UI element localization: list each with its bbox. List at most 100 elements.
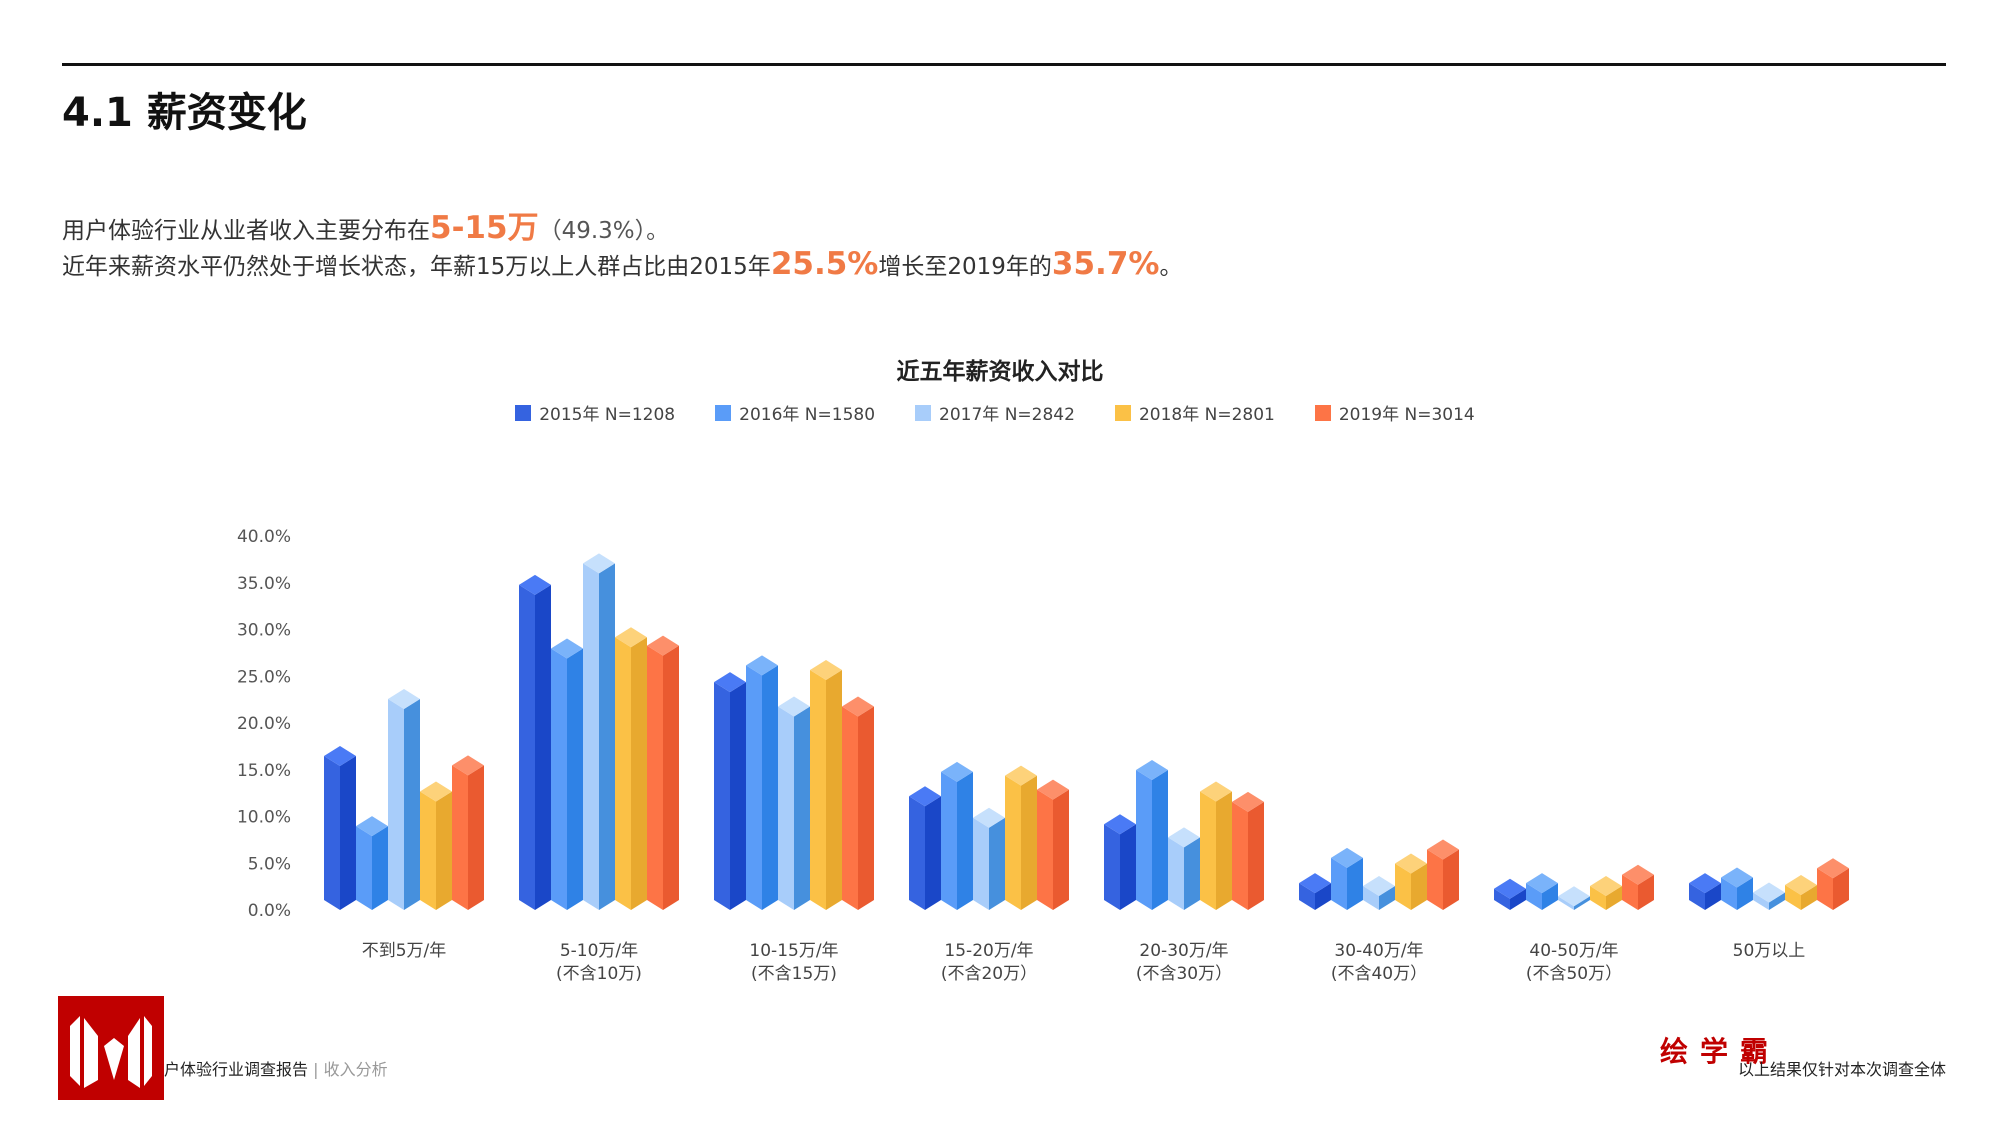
y-tick-label: 5.0%: [248, 854, 291, 874]
bar-face-right: [535, 584, 551, 910]
bar-top: [973, 807, 1005, 828]
bar-face-left: [1785, 885, 1801, 910]
bar-top: [1168, 827, 1200, 848]
bar-face-left: [1331, 857, 1347, 910]
bar-face-right: [925, 796, 941, 910]
bar-face-left: [551, 648, 567, 910]
legend-swatch: [515, 404, 532, 421]
bar-top: [1785, 875, 1817, 896]
bar-face-left: [1200, 791, 1216, 910]
bar-face-right: [372, 826, 388, 910]
bar-face-left: [1168, 837, 1184, 910]
bar-top: [1299, 873, 1331, 894]
bar-face-right: [989, 817, 1005, 910]
bar-face-right: [1152, 770, 1168, 910]
bar-face-right: [957, 771, 973, 910]
legend-item: 2019年 N=3014: [1314, 400, 1475, 425]
bar-face-right: [436, 791, 452, 910]
bar-face-left: [714, 682, 730, 910]
bar-face-left: [1590, 885, 1606, 910]
bar-face-left: [1558, 896, 1574, 910]
bar-top: [388, 688, 420, 709]
bar-top: [452, 755, 484, 776]
summary-text: （49.3%）。: [538, 218, 670, 244]
legend-label: 2018年 N=2801: [1138, 405, 1275, 425]
logo-w-icon: [70, 1016, 152, 1088]
bar-face-right: [1120, 824, 1136, 910]
bar-face-left: [1299, 883, 1315, 910]
bar-top: [746, 655, 778, 676]
bar-face-right: [1638, 874, 1654, 910]
bar-face-left: [1622, 874, 1638, 910]
bar-face-left: [941, 771, 957, 910]
x-tick-label: 不到5万/年: [362, 941, 447, 961]
x-tick-label: 40-50万/年: [1529, 941, 1618, 961]
logo: [58, 996, 164, 1100]
bar-face-right: [631, 637, 647, 910]
bar-face-left: [1232, 801, 1248, 910]
summary-text: 用户体验行业从业者收入主要分布在: [62, 218, 430, 244]
x-tick-sublabel: (不含15万): [751, 964, 837, 984]
x-tick-label: 10-15万/年: [749, 941, 838, 961]
bar-face-right: [1443, 849, 1459, 910]
legend-label: 2017年 N=2842: [939, 405, 1075, 425]
bar-face-right: [1184, 837, 1200, 910]
bar-face-left: [1005, 775, 1021, 910]
bar-face-right: [1510, 888, 1526, 910]
chart-legend: 2015年 N=1208 2016年 N=1580 2017年 N=2842 2018…: [0, 400, 2000, 425]
bar-face-right: [599, 563, 615, 910]
bar-top: [1200, 781, 1232, 802]
bar-top: [551, 638, 583, 659]
bar-face-right: [1705, 883, 1721, 910]
summary-text: 近年来薪资水平仍然处于增长状态，年薪15万以上人群占比由2015年: [62, 254, 771, 280]
bar-face-right: [567, 648, 583, 910]
bar-top: [356, 816, 388, 837]
highlight-range: 5-15万: [430, 210, 539, 246]
y-tick-label: 30.0%: [237, 621, 291, 641]
bar-top: [1104, 814, 1136, 835]
x-tick-label: 30-40万/年: [1334, 941, 1423, 961]
bar-top: [615, 627, 647, 648]
bar-top: [1526, 873, 1558, 894]
brand-watermark: 绘学霸: [1660, 1035, 1781, 1068]
highlight-2019: 35.7%: [1051, 246, 1160, 282]
bar-face-left: [647, 645, 663, 910]
bar-face-left: [615, 637, 631, 910]
bar-face-left: [1721, 877, 1737, 910]
footer-report: 户体验行业调查报告 | 收入分析: [164, 1056, 388, 1080]
x-tick-label: 5-10万/年: [560, 941, 638, 961]
bar-top: [1331, 847, 1363, 868]
x-tick-label: 50万以上: [1733, 941, 1806, 961]
x-tick-sublabel: (不含30万）: [1136, 964, 1232, 984]
bar-face-left: [1104, 824, 1120, 910]
bar-top: [778, 696, 810, 717]
bar-face-left: [1427, 849, 1443, 910]
bar-face-left: [1753, 892, 1769, 910]
legend-item: 2018年 N=2801: [1114, 400, 1275, 425]
bar-top: [1005, 765, 1037, 786]
bar-top: [842, 696, 874, 717]
bar-face-left: [810, 669, 826, 910]
bar-face-right: [858, 706, 874, 910]
bar-top: [647, 635, 679, 656]
bar-face-right: [1737, 877, 1753, 910]
bar-face-right: [468, 765, 484, 910]
bar-face-right: [730, 682, 746, 910]
bar-face-left: [778, 706, 794, 910]
bar-top: [1363, 875, 1395, 896]
legend-swatch: [1114, 404, 1131, 421]
bar-face-left: [973, 817, 989, 910]
bar-face-right: [1053, 789, 1069, 910]
highlight-2015: 25.5%: [770, 246, 879, 282]
bar-top: [1232, 791, 1264, 812]
footer-note: 以上结果仅针对本次调查全体: [1737, 1060, 1946, 1079]
summary-text: 。: [1159, 254, 1183, 280]
bar-top: [1689, 873, 1721, 894]
bar-face-right: [1379, 885, 1395, 910]
bar-top: [519, 574, 551, 595]
page-title: 4.1 薪资变化: [62, 90, 307, 136]
y-tick-label: 0.0%: [248, 901, 291, 921]
bar-face-right: [1606, 885, 1622, 910]
bar-face-right: [1542, 883, 1558, 910]
